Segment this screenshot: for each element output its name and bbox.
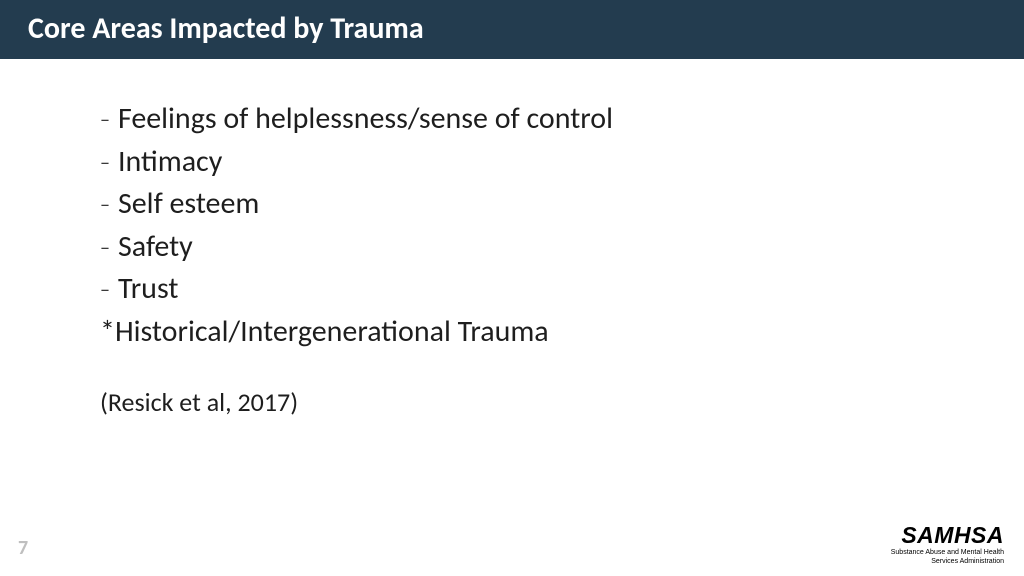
dash-icon: – (100, 150, 110, 177)
special-line: *Historical/Intergenerational Trauma (100, 312, 1024, 353)
bullet-text: Intimacy (118, 142, 222, 183)
citation: (Resick et al, 2017) (100, 386, 1024, 418)
bullet-text: Safety (118, 227, 193, 268)
slide-body: –Feelings of helplessness/sense of contr… (0, 59, 1024, 418)
logo: SAMHSA Substance Abuse and Mental Health… (891, 524, 1004, 566)
dash-icon: – (100, 107, 110, 134)
logo-subline-2: Services Administration (891, 558, 1004, 566)
bullet-item: –Intimacy (100, 142, 1024, 183)
bullet-list: –Feelings of helplessness/sense of contr… (100, 99, 1024, 310)
bullet-item: –Trust (100, 269, 1024, 310)
logo-main: SAMHSA (891, 524, 1004, 547)
slide-title: Core Areas Impacted by Trauma (28, 10, 996, 47)
bullet-text: Self esteem (118, 184, 259, 225)
page-number: 7 (18, 536, 28, 560)
dash-icon: – (100, 235, 110, 262)
bullet-text: Trust (118, 269, 178, 310)
bullet-item: –Feelings of helplessness/sense of contr… (100, 99, 1024, 140)
dash-icon: – (100, 277, 110, 304)
bullet-text: Feelings of helplessness/sense of contro… (118, 99, 613, 140)
bullet-item: –Safety (100, 227, 1024, 268)
dash-icon: – (100, 192, 110, 219)
title-bar: Core Areas Impacted by Trauma (0, 0, 1024, 59)
logo-subline-1: Substance Abuse and Mental Health (891, 549, 1004, 557)
bullet-item: –Self esteem (100, 184, 1024, 225)
